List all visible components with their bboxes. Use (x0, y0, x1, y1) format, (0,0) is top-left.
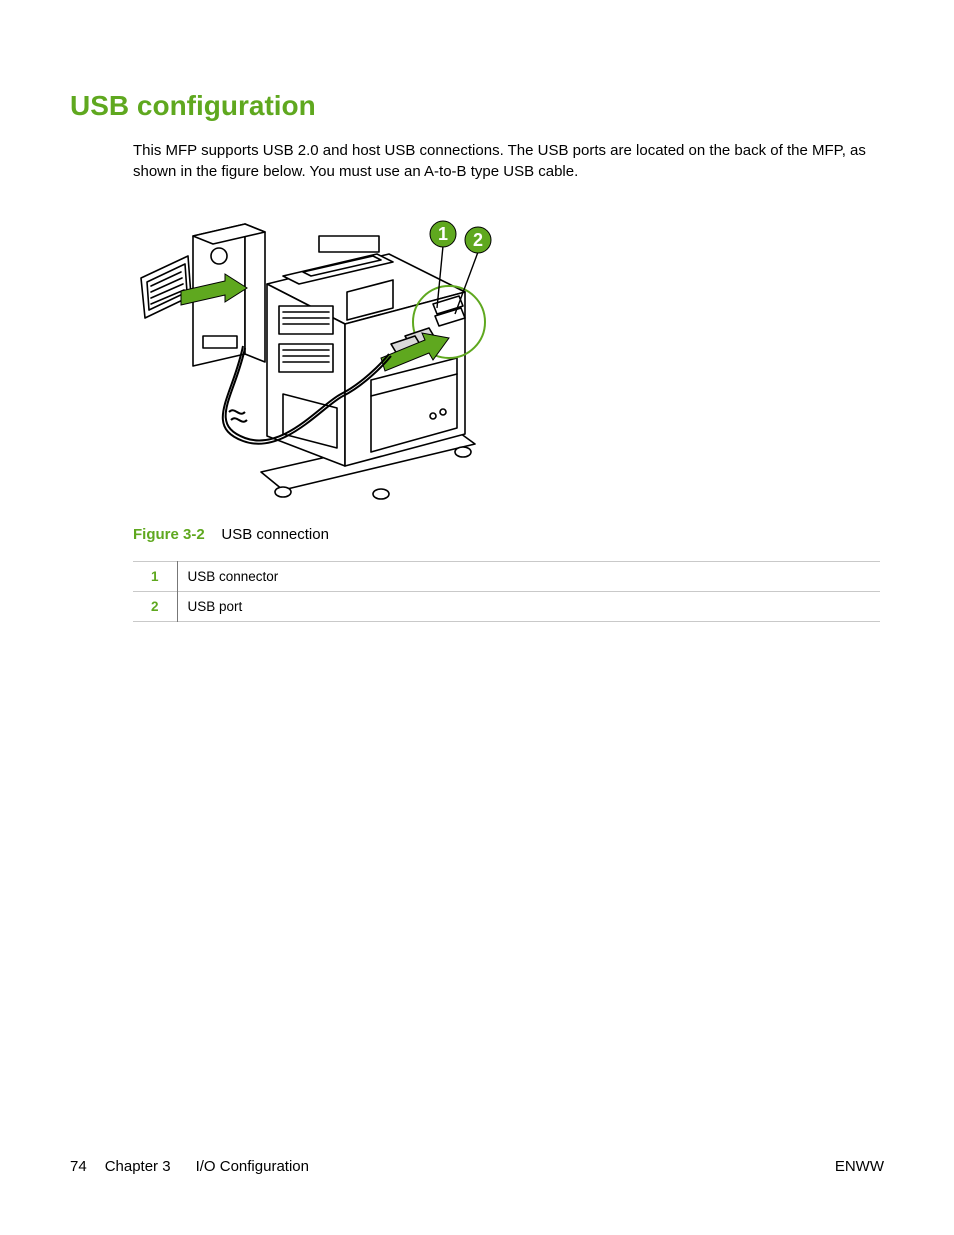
callout-table-label: USB connector (177, 562, 880, 592)
body-paragraph: This MFP supports USB 2.0 and host USB c… (133, 140, 884, 182)
callout-table-num: 2 (133, 592, 177, 622)
page-footer: 74 Chapter 3 I/O Configuration ENWW (70, 1158, 884, 1175)
section-heading: USB configuration (70, 90, 884, 122)
footer-gap (175, 1158, 192, 1175)
footer-page-number: 74 (70, 1158, 87, 1175)
footer-section: I/O Configuration (196, 1158, 309, 1175)
footer-chapter: Chapter 3 (105, 1158, 171, 1175)
figure-label: Figure 3-2 (133, 526, 205, 543)
figure-caption: Figure 3-2 USB connection (133, 526, 884, 543)
figure-caption-text: USB connection (221, 526, 329, 543)
table-row: 1USB connector (133, 562, 880, 592)
callout-number: 2 (473, 230, 483, 250)
callout-table-label: USB port (177, 592, 880, 622)
callout-table-num: 1 (133, 562, 177, 592)
printer-diagram-icon: 12 (133, 196, 513, 516)
callout-number: 1 (438, 224, 448, 244)
table-row: 2USB port (133, 592, 880, 622)
footer-right: ENWW (835, 1158, 884, 1175)
figure-caption-gap (209, 526, 217, 543)
callout-table: 1USB connector2USB port (133, 561, 880, 622)
figure-usb-connection: 12 Figure 3-2 USB connection (133, 196, 884, 543)
